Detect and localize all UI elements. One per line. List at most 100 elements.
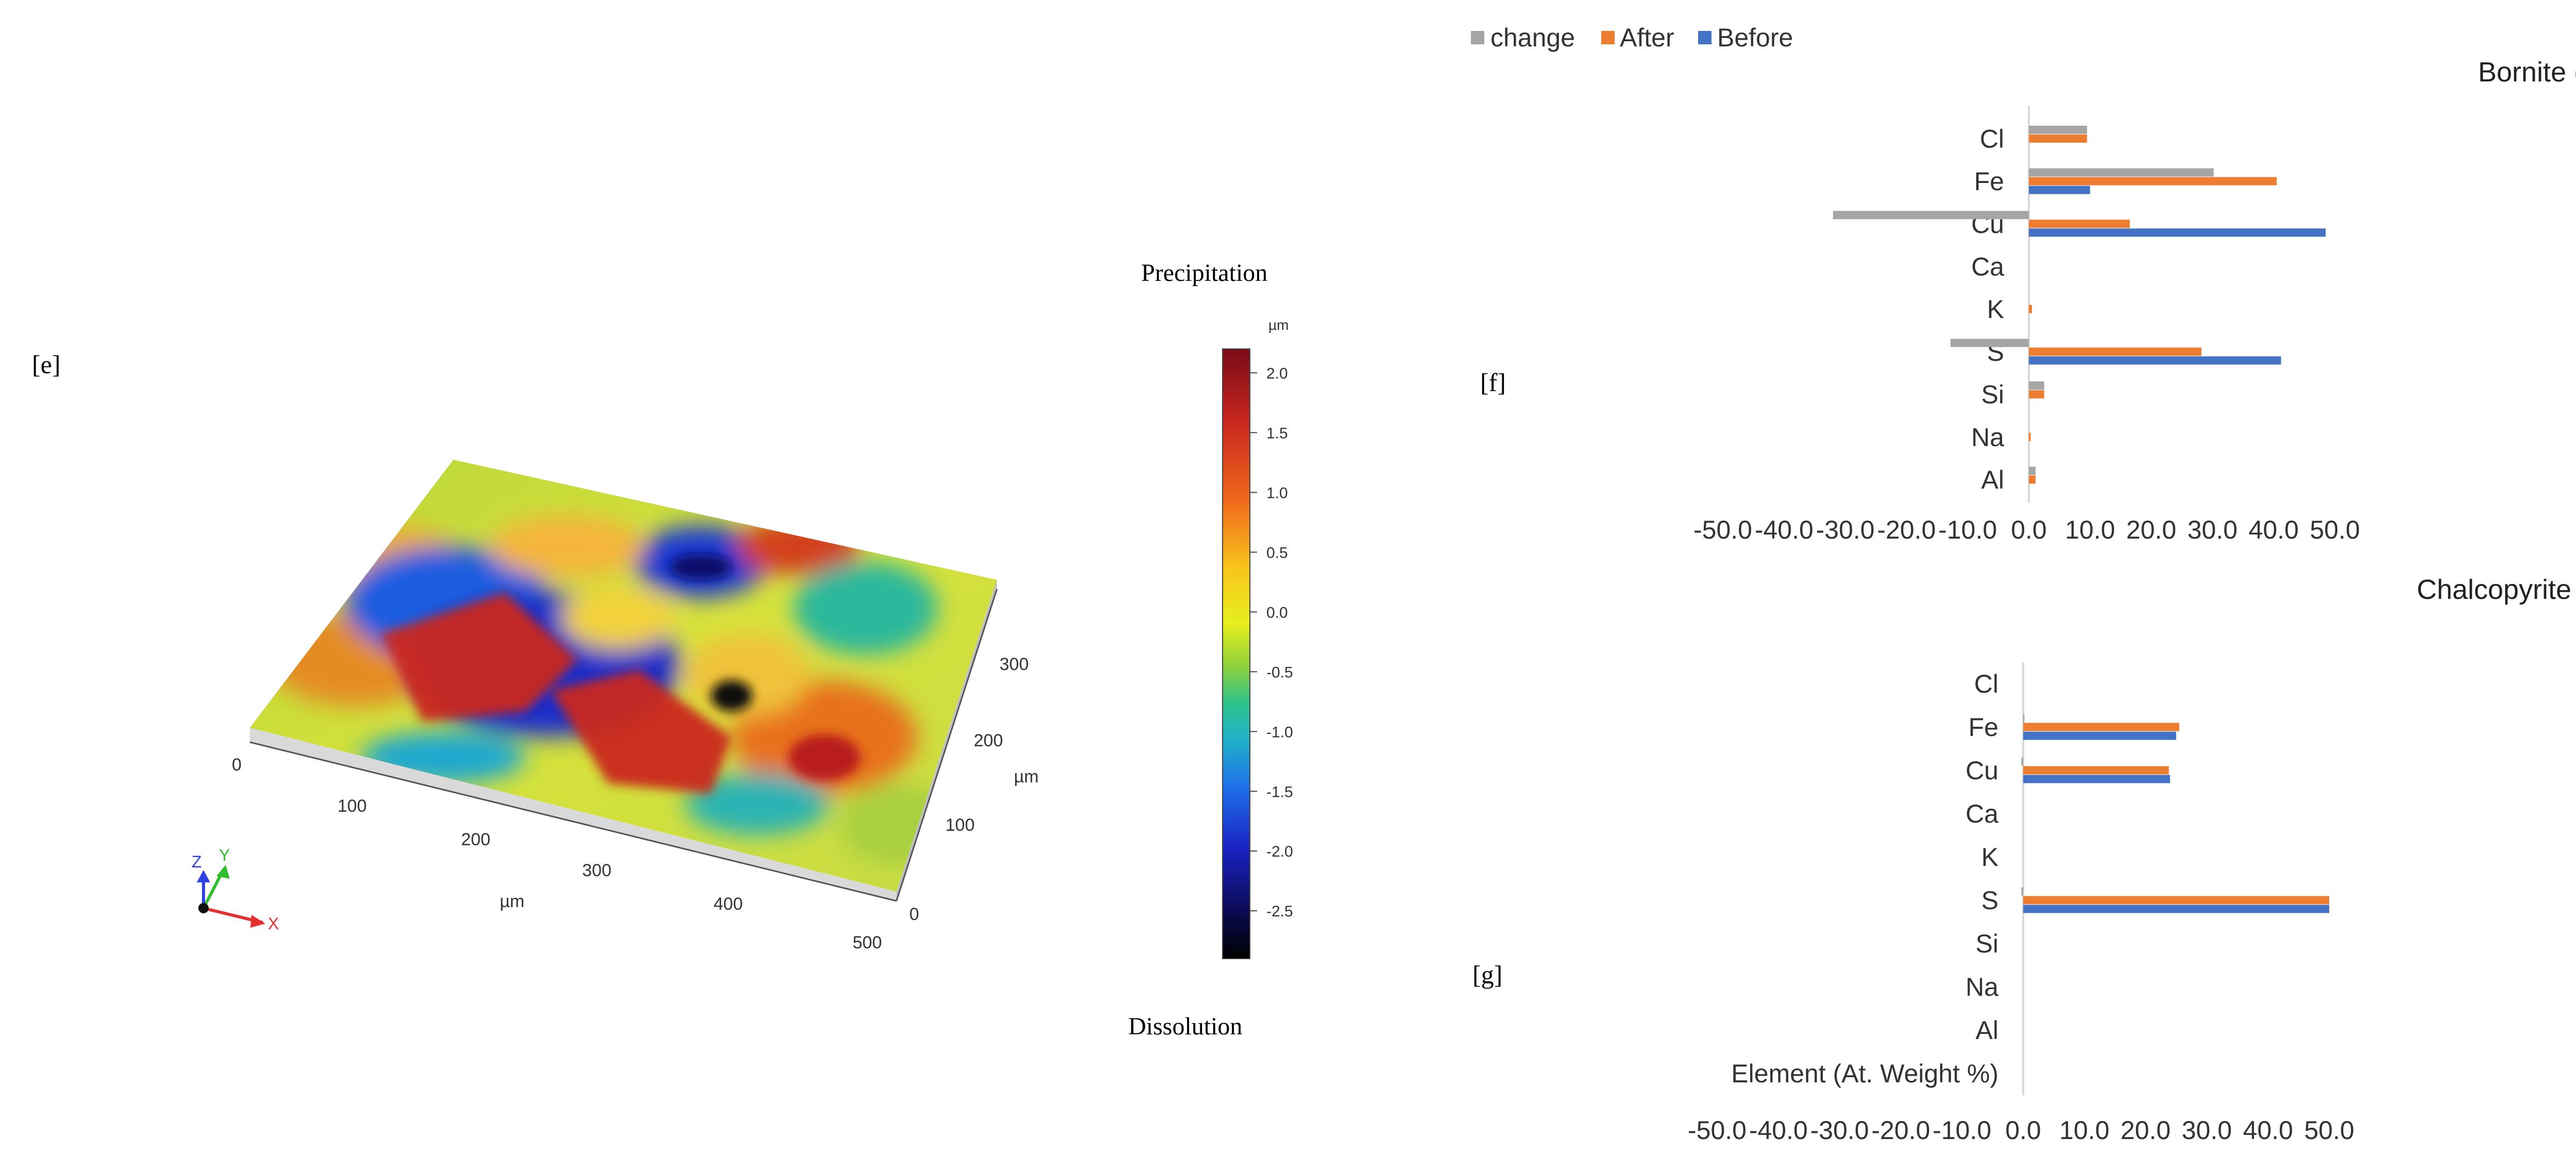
colorbar-title: Precipitation	[1141, 259, 1267, 287]
bar-change-cu	[2021, 757, 2023, 766]
x-tick: 300	[582, 861, 612, 880]
x-tick-label: 50.0	[2310, 515, 2360, 544]
colorbar-gradient	[1222, 348, 1250, 959]
bar-before-fe	[2023, 731, 2176, 740]
x-tick-label: -10.0	[1933, 1116, 1991, 1145]
colorbar-tick-label: -2.5	[1266, 903, 1293, 920]
colorbar-tick-label: -1.5	[1266, 783, 1293, 800]
bar-before-s	[2023, 905, 2329, 913]
x-tick: 400	[714, 894, 743, 914]
legend-swatch-after	[1601, 31, 1615, 44]
category-label: Ca	[1965, 799, 1998, 828]
x-tick-label: 30.0	[2188, 515, 2238, 544]
category-label: Cl	[1980, 124, 2004, 153]
x-tick-label: 50.0	[2304, 1116, 2354, 1145]
x-tick-label: -50.0	[1688, 1116, 1747, 1145]
x-axis: 0 100 200 300 400 500 µm	[232, 741, 897, 952]
category-label: Al	[1976, 1016, 1998, 1045]
bar-after-k	[2029, 305, 2032, 313]
x-tick-label: -30.0	[1810, 1116, 1869, 1145]
bar-change-al	[2029, 466, 2036, 475]
bar-after-cl	[2029, 134, 2087, 143]
bar-after-fe	[2029, 177, 2277, 186]
bar-change-si	[2029, 381, 2044, 390]
colorbar-tick-label: 0.5	[1266, 544, 1288, 561]
chart-title: Bornite (P6)	[2478, 57, 2576, 88]
colorbar-tick-label: -0.5	[1266, 664, 1293, 681]
x-tick: 0	[232, 755, 242, 775]
colorbar-tick-label: 1.5	[1266, 425, 1288, 442]
legend-label-change: change	[1490, 23, 1575, 52]
y-tick: 300	[999, 655, 1029, 674]
category-label: S	[1981, 886, 1998, 915]
y-axis-unit: µm	[1014, 767, 1039, 787]
x-tick-label: 0.0	[2005, 1116, 2041, 1145]
category-label: Element (At. Weight %)	[1731, 1059, 1998, 1088]
x-tick-label: -30.0	[1816, 515, 1875, 544]
x-tick-label: -20.0	[1877, 515, 1936, 544]
bar-change-s	[1950, 339, 2029, 347]
x-tick-label: 20.0	[2121, 1116, 2171, 1145]
bar-change-cu	[1833, 211, 2029, 220]
surface-plot: 0 100 200 300 400 500 µm 0 100 200 300 µ…	[192, 259, 1293, 1040]
x-tick-label: 30.0	[2182, 1116, 2232, 1145]
triad-z-label: Z	[192, 852, 202, 871]
axes-triad: X Y Z	[192, 846, 279, 933]
bar-after-na	[2029, 432, 2031, 441]
colorbar-tick-label: -2.0	[1266, 843, 1293, 860]
legend-label-after: After	[1620, 23, 1674, 52]
x-axis-unit: µm	[500, 892, 524, 911]
bar-after-s	[2023, 896, 2329, 905]
y-tick: 0	[909, 905, 919, 924]
panel-label-f: [f]	[1480, 368, 1506, 397]
colorbar-bottom-label: Dissolution	[1128, 1013, 1242, 1040]
surface-topography	[250, 460, 997, 892]
legend-swatch-change	[1471, 31, 1484, 44]
bar-after-cu	[2029, 220, 2130, 228]
triad-y-label: Y	[219, 846, 230, 864]
x-tick-label: 0.0	[2011, 515, 2047, 544]
chart-bornite: Bornite (P6) -50.0-40.0-30.0-20.0-10.0 0.0…	[1693, 57, 2576, 544]
legend: change After Before	[1471, 23, 1793, 52]
panel-label-e: [e]	[32, 350, 61, 379]
colorbar-unit: µm	[1268, 317, 1289, 333]
triad-x-label: X	[268, 914, 279, 933]
bar-after-al	[2029, 475, 2036, 484]
x-tick-label: -40.0	[1749, 1116, 1808, 1145]
category-label: Cu	[1965, 756, 1998, 785]
x-tick-label: -40.0	[1755, 515, 1814, 544]
y-tick: 200	[974, 731, 1003, 750]
bar-before-fe	[2029, 186, 2090, 194]
x-tick: 200	[461, 830, 490, 849]
bar-before-cu	[2023, 775, 2171, 783]
x-tick-label: -50.0	[1693, 515, 1752, 544]
y-tick: 100	[945, 815, 975, 835]
surface-side-front	[250, 728, 896, 901]
x-tick: 100	[337, 796, 367, 816]
category-label: Fe	[1974, 167, 2004, 196]
bar-change-fe	[2029, 168, 2214, 177]
colorbar-tick-label: -1.0	[1266, 724, 1293, 741]
bar-change-s	[2021, 887, 2023, 896]
x-tick-label: -10.0	[1938, 515, 1997, 544]
colorbar: Precipitation Dissolution µm 2.0 1.5 1.0 0.…	[1128, 259, 1293, 1040]
panel-label-g: [g]	[1472, 960, 1503, 989]
colorbar-tick-label: 1.0	[1266, 484, 1288, 501]
x-tick-label: 40.0	[2249, 515, 2299, 544]
category-label: Na	[1965, 973, 1998, 1001]
legend-swatch-before	[1698, 31, 1711, 44]
x-tick-label: 10.0	[2065, 515, 2115, 544]
category-label: Si	[1981, 380, 2004, 409]
bar-change-cl	[2029, 125, 2087, 134]
bar-before-cu	[2029, 228, 2326, 237]
x-tick-label: 10.0	[2059, 1116, 2109, 1145]
x-tick-label: -20.0	[1871, 1116, 1930, 1145]
bar-after-cu	[2023, 766, 2169, 775]
x-tick-label: 20.0	[2126, 515, 2176, 544]
y-axis: 0 100 200 300 µm	[895, 589, 1039, 924]
x-tick-label: 40.0	[2243, 1116, 2293, 1145]
category-label: K	[1981, 843, 1998, 872]
legend-label-before: Before	[1717, 23, 1793, 52]
